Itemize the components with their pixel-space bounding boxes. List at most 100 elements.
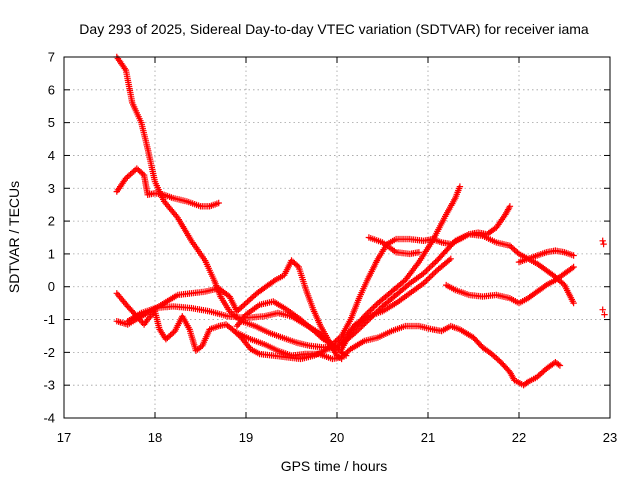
data-point — [599, 237, 606, 244]
y-tick-label: 4 — [48, 148, 55, 163]
x-tick-label: 17 — [57, 430, 71, 445]
data-point — [139, 170, 146, 177]
y-tick-label: 0 — [48, 279, 55, 294]
y-tick-label: -1 — [43, 312, 55, 327]
data-point — [514, 249, 521, 256]
data-point — [450, 239, 458, 246]
data-point — [601, 311, 608, 318]
data-point — [367, 314, 374, 322]
data-point — [430, 260, 438, 267]
x-tick-label: 20 — [330, 430, 344, 445]
data-point — [244, 298, 251, 305]
data-point — [215, 199, 222, 207]
series-track-2 — [113, 165, 222, 210]
y-tick-label: 1 — [48, 246, 55, 261]
data-point — [523, 379, 530, 387]
data-point — [365, 316, 373, 323]
data-point — [421, 268, 429, 276]
data-point — [127, 171, 134, 178]
data-point — [365, 308, 373, 316]
data-point — [423, 267, 430, 274]
data-point — [345, 347, 353, 354]
data-point — [361, 313, 368, 320]
data-point — [599, 306, 606, 313]
data-point — [235, 306, 242, 314]
series-track-10 — [338, 183, 464, 353]
data-point — [427, 263, 435, 270]
data-point — [294, 262, 301, 269]
y-tick-label: -3 — [43, 378, 55, 393]
data-point — [541, 283, 548, 290]
series-track-14 — [515, 247, 577, 266]
data-point — [423, 277, 430, 284]
series-track-15 — [599, 237, 608, 318]
data-point — [371, 302, 379, 310]
data-point — [426, 264, 433, 271]
data-point — [432, 258, 439, 266]
data-point — [447, 255, 454, 262]
x-axis-label: GPS time / hours — [281, 458, 388, 474]
data-point — [538, 369, 545, 377]
data-point — [432, 268, 439, 275]
series-track-12 — [365, 234, 423, 258]
grid-layer — [64, 57, 610, 418]
x-tick-label: 19 — [239, 430, 253, 445]
data-point — [239, 302, 247, 310]
data-point — [362, 311, 369, 318]
data-point — [341, 351, 348, 358]
data-point — [370, 312, 377, 319]
data-point — [421, 278, 429, 286]
data-point — [506, 203, 514, 210]
y-tick-label: -2 — [43, 345, 55, 360]
data-point — [367, 307, 374, 314]
data-point — [370, 304, 377, 311]
x-tick-label: 23 — [603, 430, 617, 445]
data-point — [429, 271, 436, 278]
data-point — [371, 310, 379, 317]
data-point — [556, 362, 564, 369]
y-tick-label: 7 — [48, 50, 55, 65]
series-track-13 — [443, 263, 577, 307]
y-tick-label: 3 — [48, 181, 55, 196]
data-point — [568, 264, 576, 272]
x-tick-label: 22 — [512, 430, 526, 445]
data-point — [368, 305, 376, 313]
data-point — [415, 249, 423, 256]
x-tick-label: 18 — [148, 430, 162, 445]
data-point — [424, 275, 432, 283]
data-point — [359, 322, 366, 329]
data-point — [241, 301, 248, 308]
series-track-1 — [113, 53, 341, 351]
y-tick-label: -4 — [43, 411, 55, 426]
data-point — [555, 361, 562, 368]
data-point — [122, 175, 130, 182]
chart-title: Day 293 of 2025, Sidereal Day-to-day VTE… — [79, 21, 589, 37]
data-point — [333, 336, 341, 344]
data-point — [496, 357, 503, 364]
data-point — [270, 278, 277, 285]
data-point — [430, 270, 438, 277]
data-point — [342, 350, 350, 357]
data-layer — [113, 53, 608, 389]
data-point — [424, 266, 432, 273]
y-axis-label: SDTVAR / TECUs — [6, 181, 22, 293]
y-tick-label: 5 — [48, 115, 55, 130]
data-point — [570, 263, 577, 271]
data-point — [130, 168, 137, 175]
data-point — [315, 331, 322, 339]
data-point — [429, 261, 436, 268]
data-point — [570, 252, 577, 259]
y-tick-label: 2 — [48, 214, 55, 229]
x-tick-label: 21 — [421, 430, 435, 445]
data-point — [352, 329, 359, 336]
data-point — [570, 299, 577, 307]
data-point — [534, 373, 541, 381]
data-point — [377, 304, 385, 312]
data-point — [358, 323, 365, 330]
data-point — [509, 245, 517, 252]
data-point — [427, 273, 435, 280]
data-point — [361, 320, 368, 328]
data-point — [426, 274, 433, 281]
